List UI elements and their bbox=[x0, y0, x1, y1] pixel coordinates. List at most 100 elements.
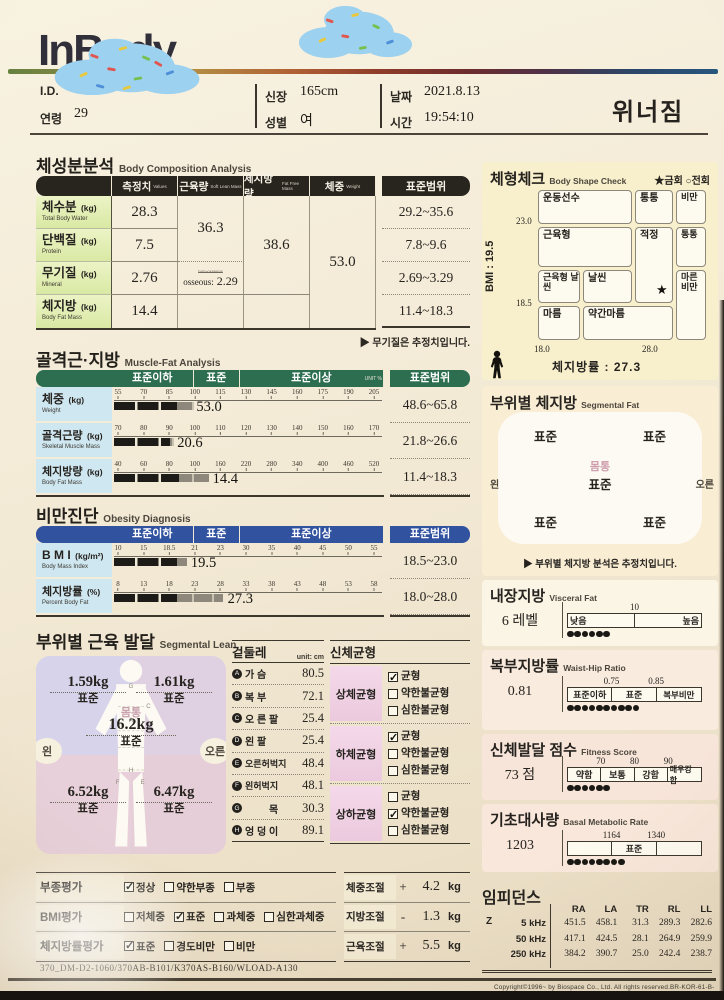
checkbox bbox=[124, 880, 134, 893]
fitness-dots bbox=[567, 784, 702, 792]
photo-edge bbox=[719, 300, 724, 1000]
gender-label: 성별 bbox=[265, 116, 288, 130]
range-value: 18.5~23.0 bbox=[390, 543, 470, 579]
panel-title: 내장지방 Visceral Fat bbox=[490, 588, 597, 605]
circ-row-neck: G 목 30.3 bbox=[232, 797, 324, 820]
cell-athlete: 운동선수 bbox=[538, 190, 632, 224]
photo-edge bbox=[0, 991, 724, 1000]
high-segment: 높음 bbox=[682, 616, 699, 626]
right-arm-lean: 1.61kg 표준 bbox=[136, 674, 212, 706]
circumference-unit: unit: cm bbox=[296, 654, 324, 661]
whr-panel: 복부지방률 Waist-Hip Ratio 0.81 0.75 0.85 표준이… bbox=[482, 650, 718, 730]
header-below-standard: 표준이하 bbox=[112, 526, 194, 543]
bmr-dots bbox=[567, 858, 702, 866]
bottom-rule bbox=[8, 978, 716, 981]
circ-row-right-thigh: E 오른허벅지 48.4 bbox=[232, 753, 324, 775]
right-arm-fat: 표준 bbox=[642, 430, 666, 444]
section-title: 골격근·지방 Muscle-Fat Analysis bbox=[36, 351, 221, 370]
section-muscle-fat: 골격근·지방 Muscle-Fat Analysis 표준이하 표준 표준이상 … bbox=[36, 346, 470, 498]
cell-muscular: 근육형 bbox=[538, 227, 632, 267]
tbw-value: 28.3 bbox=[112, 196, 178, 229]
tick: 1164 bbox=[602, 830, 621, 840]
scale-ticks: 40 60 80 100 160 220 280 340 400 460 520 bbox=[115, 459, 380, 472]
low-segment: 낮음 bbox=[568, 614, 635, 627]
x-tick: 28.0 bbox=[642, 344, 658, 354]
checkbox bbox=[388, 748, 398, 759]
bar-value: 27.3 bbox=[227, 591, 253, 607]
row-label-bodyfat: 체지방 (kg) Body Fat Mass bbox=[36, 295, 112, 328]
checkbox bbox=[214, 911, 225, 922]
checkbox bbox=[388, 705, 398, 716]
checkbox bbox=[124, 911, 134, 922]
weight-bar-row: 체중 (kg) Weight 55 70 85 100 115 130 145 160 175 19… bbox=[36, 387, 470, 423]
checkbox bbox=[388, 670, 398, 687]
section-body-composition: 체성분분석 Body Composition Analysis 측정치 Value… bbox=[36, 152, 470, 352]
bmr-panel: 기초대사량 Basal Metabolic Rate 1203 1164 134… bbox=[482, 804, 718, 872]
checkbox bbox=[124, 939, 134, 952]
segmental-fat-note: ▶ 부위별 체지방 분석은 추정치입니다. bbox=[523, 559, 677, 570]
segmental-lean-figure: G C A H F E 1.59kg 표준 1.61kg 표준 몸통 16.2kg 표… bbox=[36, 656, 226, 854]
mineral-value: 2.76 bbox=[112, 262, 178, 295]
row-label-mineral: 무기질 (kg) Mineral bbox=[36, 262, 112, 295]
figure-mark: E bbox=[140, 780, 145, 786]
segmental-fat-panel: 부위별 체지방 Segmental Fat 표준 표준 몸통 표준 왼 오른 표… bbox=[482, 386, 718, 576]
y-tick: 23.0 bbox=[516, 216, 532, 226]
bmr-chart: 1164 1340 표준 bbox=[562, 830, 702, 866]
row-label-tbw: 체수분 (kg) Total Body Water bbox=[36, 196, 112, 229]
header-divider bbox=[255, 84, 257, 128]
bmi-eval-row: BMI평가 저체중 표준 과체중 심한과체중 bbox=[36, 903, 336, 932]
fitness-score-panel: 신체발달 점수 Fitness Score 73 점 70 80 90 약함 보… bbox=[482, 734, 718, 800]
gym-name: 위너짐 bbox=[612, 99, 685, 126]
panel-title: 신체발달 점수 Fitness Score bbox=[490, 742, 637, 759]
bar bbox=[114, 402, 177, 410]
col-header-soft-lean: 근육량 Soft Lean Mass bbox=[178, 176, 244, 196]
impedance-values: 451.5 458.1 31.3 289.3 282.6 417.1 424.5 28.1 2… bbox=[564, 918, 712, 959]
section-obesity: 비만진단 Obesity Diagnosis 표준이하 표준 표준이상 표준범위… bbox=[36, 502, 470, 620]
cell-obese: 비만 bbox=[676, 190, 706, 224]
cloud-sticker bbox=[298, 5, 413, 59]
scale-ticks: 8 13 18 23 28 33 38 43 48 53 58 bbox=[116, 579, 377, 592]
date-label: 날짜 bbox=[390, 90, 413, 104]
fat-control-row: 지방조절 - 1.3 kg bbox=[344, 903, 470, 932]
cell-thin: 마름 bbox=[538, 306, 580, 340]
age-label: 연령 bbox=[40, 112, 63, 126]
whr-chart: 0.75 0.85 표준이하 표준 복부비만 bbox=[562, 676, 702, 712]
panel-title: 체형체크 Body Shape Check bbox=[490, 171, 627, 188]
left-side-label: 왼 bbox=[36, 738, 62, 764]
evaluation-table: 부종평가 정상 약한부종 부종 BMI평가 저체중 표준 과체중 심한과체중 체… bbox=[36, 872, 336, 962]
section-title: 부위별 근육 발달 Segmental Lean bbox=[36, 633, 237, 652]
left-arm-fat: 표준 bbox=[534, 430, 558, 444]
person-icon bbox=[490, 350, 504, 379]
range-value: 21.8~26.6 bbox=[390, 423, 470, 459]
unit-label: UNIT % bbox=[364, 376, 382, 382]
muscle-control-row: 근육조절 + 5.5 kg bbox=[344, 932, 470, 962]
soft-lean-mass-value: 36.3 bbox=[178, 196, 244, 262]
weak-segment: 약함 bbox=[568, 768, 602, 781]
whr-value: 0.81 bbox=[507, 684, 533, 699]
lower-balance-group: 하체균형 균형 약한불균형 심한불균형 bbox=[330, 724, 470, 784]
right-side-label: 오른 bbox=[695, 480, 714, 491]
tick: 0.85 bbox=[648, 676, 664, 686]
range-value: 11.4~18.3 bbox=[390, 459, 470, 495]
pbf-summary: 체지방률 : 27.3 bbox=[552, 360, 642, 374]
col-header-fat-free: 제지방량 Fat Free Mass bbox=[244, 173, 310, 200]
bar bbox=[114, 594, 177, 602]
bfm-bar-row: 체지방량 (kg) Body Fat Mass 40 60 80 100 160 220 28… bbox=[36, 459, 470, 495]
body-balance-panel: 신체균형 상체균형 균형 약한불균형 심한불균형 하체균형 균형 약한불균형 심… bbox=[330, 640, 470, 844]
body-composition-table: 측정치 Values 근육량 Soft Lean Mass 제지방량 Fat Free… bbox=[36, 173, 376, 328]
header-standard: 표준 bbox=[193, 526, 240, 543]
header-below-standard: 표준이하 bbox=[112, 370, 194, 387]
panel-title: 복부지방률 Waist-Hip Ratio bbox=[490, 658, 626, 675]
tick: 90 bbox=[663, 756, 673, 766]
left-leg-fat: 표준 bbox=[534, 516, 558, 530]
checkbox bbox=[388, 730, 398, 747]
protein-range: 7.8~9.6 bbox=[382, 229, 470, 262]
date-value: 2021.8.13 bbox=[424, 84, 480, 99]
fat-free-mass-value: 38.6 bbox=[244, 196, 310, 295]
body-shape-grid: 운동선수 통통 비만 근육형 적정 통통 근육형 날씬 날씬 마른 비만 마름 … bbox=[538, 190, 706, 340]
cloud-sticker bbox=[54, 38, 200, 96]
osseous-value: 2.29 bbox=[216, 273, 238, 288]
